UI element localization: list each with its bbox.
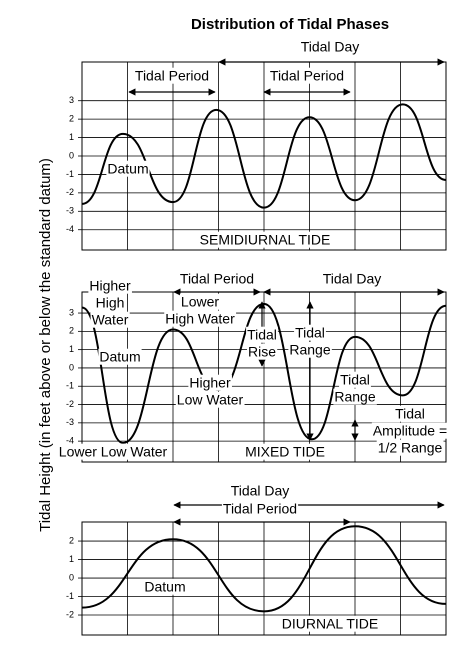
annotation: Tidal [295, 325, 325, 341]
annotation-background [244, 443, 326, 460]
annotation: Lower Low Water [59, 444, 168, 460]
annotation-background [339, 371, 371, 388]
y-tick-label: 0 [69, 150, 74, 160]
annotation: Tidal [340, 372, 370, 388]
annotation-background [333, 388, 377, 405]
y-axis-label: Tidal Height (in feet above or below the… [37, 158, 54, 532]
y-tick-label: 2 [69, 326, 74, 336]
annotation: Higher [189, 375, 231, 391]
annotation: Datum [107, 161, 148, 177]
annotation-background [106, 160, 150, 177]
annotation: High [96, 295, 125, 311]
annotation: Tidal Period [223, 501, 297, 517]
y-tick-label: -4 [66, 224, 74, 234]
y-tick-label: -3 [66, 206, 74, 216]
annotation: Tidal Day [301, 39, 360, 55]
y-tick-label: 2 [69, 114, 74, 124]
title: Distribution of Tidal Phases [191, 16, 389, 33]
y-tick-label: -2 [66, 399, 74, 409]
y-tick-label: 0 [69, 572, 74, 582]
y-tick-label: -4 [66, 436, 74, 446]
y-tick-label: 3 [69, 95, 74, 105]
annotation: Range [289, 342, 330, 358]
annotation: Higher [89, 278, 131, 294]
annotation-background [221, 500, 299, 517]
y-tick-label: -2 [66, 187, 74, 197]
annotation-background [94, 294, 126, 311]
annotation-background [198, 231, 332, 248]
annotation: Lower [181, 294, 219, 310]
annotation: Rise [248, 344, 276, 360]
annotation-background [57, 443, 169, 460]
annotation-background [98, 348, 142, 365]
y-tick-label: -3 [66, 417, 74, 427]
annotation: MIXED TIDE [245, 444, 325, 460]
annotation-background [376, 439, 444, 456]
annotation: Datum [144, 579, 185, 595]
y-tick-label: -1 [66, 591, 74, 601]
y-tick-label: 0 [69, 362, 74, 372]
y-tick-label: 2 [69, 535, 74, 545]
tide-curve [81, 103, 447, 209]
annotation-background [188, 374, 232, 391]
annotation-background [179, 293, 221, 310]
annotation: Amplitude = [373, 423, 447, 439]
annotation: DIURNAL TIDE [282, 616, 378, 632]
y-tick-label: -1 [66, 169, 74, 179]
annotation-background [288, 341, 332, 358]
y-tick-label: -1 [66, 381, 74, 391]
annotation-background [164, 310, 237, 327]
annotation: SEMIDIURNAL TIDE [200, 232, 331, 248]
annotation-background [133, 67, 211, 84]
annotation-background [246, 343, 278, 360]
tide-curve [81, 525, 447, 613]
annotation: Water [92, 312, 129, 328]
annotation-background [321, 270, 383, 287]
annotation-background [90, 311, 130, 328]
y-tick-label: 3 [69, 307, 74, 317]
y-tick-label: 1 [69, 554, 74, 564]
annotation: Tidal Day [323, 271, 382, 287]
annotation: High Water [165, 311, 235, 327]
annotation: Low Water [177, 392, 244, 408]
annotation: Tidal Day [231, 483, 290, 499]
annotation-background [178, 270, 256, 287]
annotation-background [175, 391, 245, 408]
annotation: Datum [99, 349, 140, 365]
annotation-background [268, 67, 346, 84]
annotation-background [88, 277, 132, 294]
annotation-background [246, 326, 278, 343]
annotation: 1/2 Range [378, 440, 443, 456]
y-tick-label: 1 [69, 132, 74, 142]
annotation: Tidal [247, 327, 277, 343]
annotation-background [299, 38, 361, 55]
annotation: Tidal [395, 406, 425, 422]
annotation-background [143, 578, 187, 595]
annotation-background [229, 482, 291, 499]
annotation: Tidal Period [180, 271, 254, 287]
annotation-background [394, 405, 426, 422]
annotation-background [371, 422, 449, 439]
annotation-background [280, 615, 380, 632]
y-tick-label: -2 [66, 609, 74, 619]
annotation: Tidal Period [270, 68, 344, 84]
annotation-background [294, 324, 326, 341]
y-tick-label: 1 [69, 344, 74, 354]
annotation: Range [334, 389, 375, 405]
annotation: Tidal Period [135, 68, 209, 84]
